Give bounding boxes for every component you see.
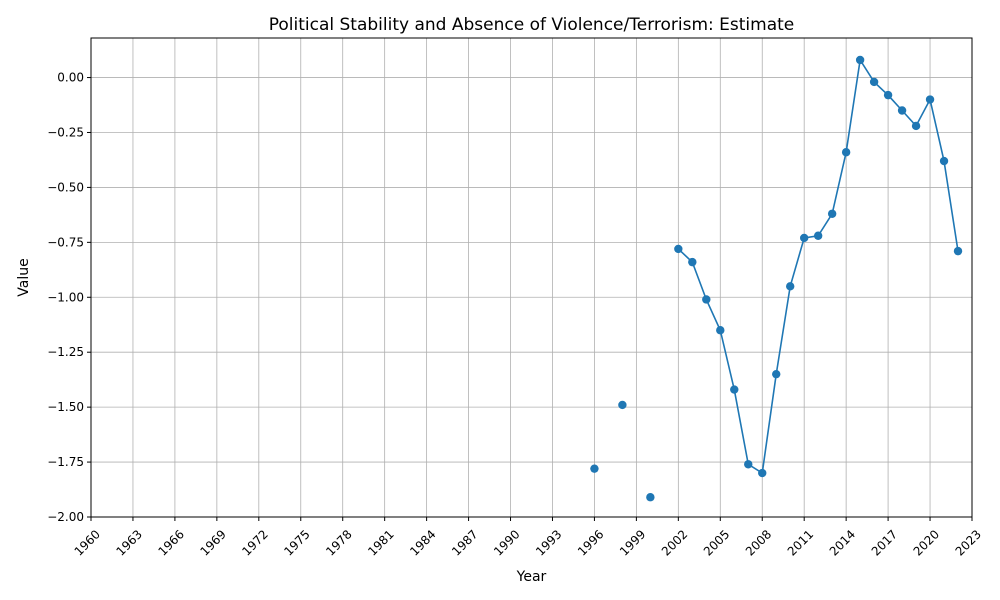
x-tick-label: 1999	[617, 527, 648, 558]
data-point	[897, 106, 907, 115]
data-point	[674, 244, 683, 254]
data-point	[869, 77, 879, 87]
data-point	[786, 282, 795, 291]
x-tick-label: 1987	[449, 527, 480, 558]
x-tick-label: 2002	[659, 527, 690, 558]
plot-frame	[90, 37, 973, 518]
y-axis-label: Value	[16, 258, 32, 296]
data-point	[618, 400, 627, 410]
data-point	[953, 246, 963, 256]
x-tick-label: 2011	[785, 527, 816, 558]
x-tick-label: 1990	[491, 527, 522, 558]
data-point	[730, 385, 739, 394]
chart-title: Political Stability and Absence of Viole…	[269, 15, 795, 35]
data-point	[688, 257, 697, 267]
x-tick-label: 1960	[72, 527, 103, 558]
x-tick-label: 1984	[407, 527, 438, 558]
y-tick-label: −0.75	[47, 235, 84, 249]
data-point	[813, 231, 823, 240]
y-tick-label: −1.75	[47, 455, 84, 469]
x-tick-label: 1969	[197, 527, 228, 558]
x-tick-label: 2014	[827, 527, 858, 558]
data-point	[646, 493, 655, 502]
data-point	[772, 369, 781, 379]
data-point	[911, 121, 921, 131]
data-point	[925, 95, 935, 104]
data-point	[702, 295, 711, 304]
x-tick-label: 1963	[114, 527, 145, 558]
series	[590, 55, 963, 502]
data-point	[841, 148, 851, 157]
data-point	[590, 464, 599, 473]
data-point	[883, 90, 893, 100]
x-tick-label: 2008	[743, 527, 774, 558]
axes	[90, 37, 973, 518]
y-tick-label: −0.50	[47, 180, 84, 194]
data-point	[744, 460, 753, 469]
data-point	[716, 326, 725, 335]
x-tick-label: 1996	[575, 527, 606, 558]
y-tick-label: −2.00	[47, 510, 84, 524]
data-point	[827, 209, 837, 218]
x-tick-label: 1972	[239, 527, 270, 558]
x-tick-label: 2017	[869, 527, 900, 558]
grid	[90, 38, 973, 518]
x-tick-label: 2005	[701, 527, 732, 558]
y-axis-ticks: −2.00 −1.75 −1.50 −1.25 −1.00 −0.75 −0.50 −0.25…	[47, 71, 91, 524]
x-tick-label: 1975	[281, 527, 312, 558]
x-axis-ticks: 1960 1963 1966 1969 1972 1975 1978 1981 1984 1987…	[72, 517, 984, 559]
y-tick-label: −0.25	[47, 125, 84, 139]
x-axis-label: Year	[516, 569, 547, 585]
x-tick-label: 1981	[365, 527, 396, 558]
data-point	[758, 468, 767, 478]
y-tick-label: −1.50	[47, 400, 84, 414]
x-tick-label: 2020	[911, 527, 942, 558]
x-tick-label: 2023	[953, 527, 984, 558]
data-point	[855, 55, 865, 65]
y-tick-label: −1.00	[47, 290, 84, 304]
data-point	[939, 156, 949, 166]
y-tick-label: −1.25	[47, 345, 84, 359]
y-tick-label: 0.00	[57, 71, 84, 85]
data-point	[799, 233, 809, 243]
x-tick-label: 1993	[533, 527, 564, 558]
x-tick-label: 1966	[155, 527, 186, 558]
x-tick-label: 1978	[323, 527, 354, 558]
